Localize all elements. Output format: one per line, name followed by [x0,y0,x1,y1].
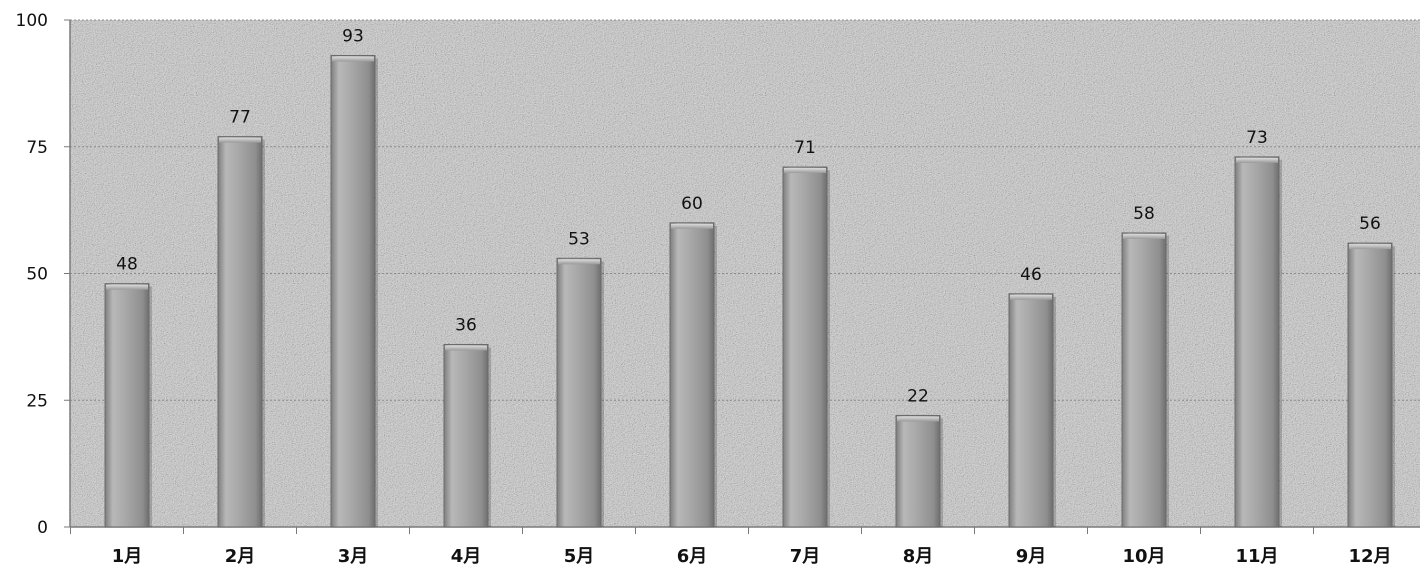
x-tick-label: 11月 [1235,546,1278,567]
data-label: 58 [1133,204,1155,224]
x-tick-label: 1月 [112,546,143,567]
gridlines [70,19,1420,401]
bar [669,222,717,528]
bar-body [895,414,941,528]
bar [1008,293,1056,528]
data-label: 22 [907,386,929,406]
x-tick-label: 5月 [564,546,595,567]
bar-highlight [784,168,826,174]
data-label: 36 [455,315,477,335]
bar [1234,156,1282,528]
bar-body [443,343,489,528]
bar-highlight [1236,157,1278,163]
x-tick-label: 10月 [1122,546,1165,567]
x-tick-label: 9月 [1016,546,1047,567]
data-label: 71 [794,138,816,158]
bar [443,343,491,528]
bar [1121,232,1169,528]
bar [330,54,378,528]
data-label: 48 [116,255,138,275]
axes: 0 25 50 75 100 1月 2月 3月 4月 5月 6月 7月 8月 9月 10月 11月 12月 [16,11,1420,567]
y-tick-label: 50 [26,265,48,285]
x-tick-label: 4月 [451,546,482,567]
bar-highlight [332,56,374,62]
data-label: 73 [1246,128,1268,148]
bar-body [1347,242,1393,528]
bar-body [217,136,263,528]
bar-body [782,166,828,528]
y-tick-label: 0 [37,518,48,538]
bar-highlight [558,259,600,265]
bar-body [669,222,715,528]
x-tick-label: 3月 [338,546,369,567]
bar [104,283,152,528]
x-tick-label: 12月 [1348,546,1391,567]
data-label: 46 [1020,265,1042,285]
bar-highlight [219,137,261,143]
bar-body [330,54,376,528]
bar-body [104,283,150,528]
bars [104,54,1395,528]
data-label: 93 [342,26,364,46]
bar-highlight [106,284,148,290]
bar-highlight [1349,244,1391,250]
y-tick-label: 100 [16,11,48,31]
bar [217,136,265,528]
data-label: 77 [229,108,251,128]
plot-area [70,20,1420,527]
y-tick-label: 75 [26,138,48,158]
bar [556,257,604,528]
bar-highlight [671,223,713,229]
y-tick-label: 25 [26,391,48,411]
data-label: 60 [681,194,703,214]
x-tick-label: 7月 [790,546,821,567]
x-tick-label: 8月 [903,546,934,567]
x-tick-label: 6月 [677,546,708,567]
data-label: 56 [1359,214,1381,234]
data-labels: 48 77 93 36 53 60 71 22 46 58 73 56 [116,26,1381,406]
bar-body [1234,156,1280,528]
bar-highlight [445,345,487,351]
x-tick-label: 2月 [225,546,256,567]
bar-body [556,257,602,528]
bar-highlight [1010,294,1052,300]
bar-highlight [1123,233,1165,239]
data-label: 53 [568,229,590,249]
bar-highlight [897,416,939,422]
bar-body [1008,293,1054,528]
bar [1347,242,1395,528]
bar [782,166,830,528]
bar-body [1121,232,1167,528]
bar [895,414,943,528]
